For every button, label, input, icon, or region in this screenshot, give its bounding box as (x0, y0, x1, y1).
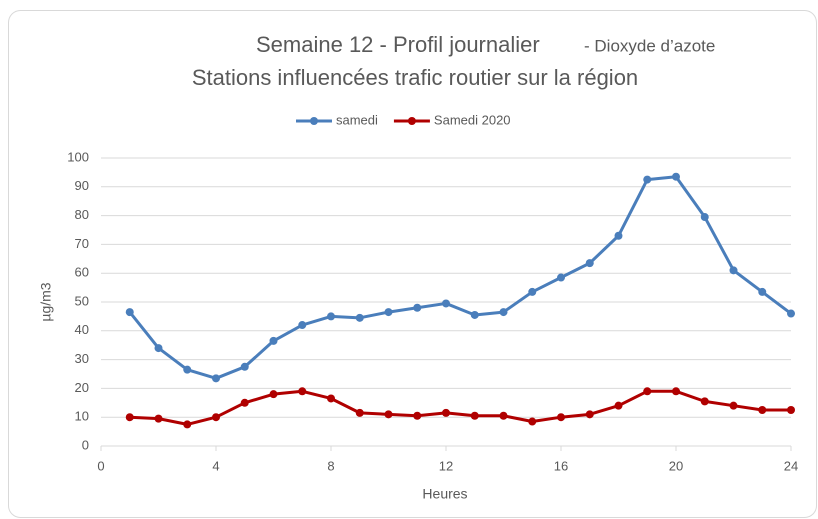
data-point (154, 344, 163, 353)
legend-label: Samedi 2020 (434, 112, 511, 127)
data-point (355, 408, 364, 417)
y-tick-label: 60 (75, 265, 89, 280)
data-point (758, 406, 767, 414)
data-point (413, 411, 422, 420)
data-point (585, 410, 594, 419)
chart-title-suffix: - Dioxyde d’azote (584, 36, 715, 55)
data-point (442, 408, 450, 417)
data-point (585, 259, 594, 268)
data-point (298, 387, 307, 396)
series-line (128, 175, 792, 380)
legend-label: samedi (336, 112, 378, 127)
data-point (327, 312, 335, 321)
y-tick-label: 50 (75, 293, 89, 308)
x-tick-label: 20 (669, 458, 683, 473)
data-point (499, 308, 508, 317)
data-point (672, 387, 680, 396)
data-point (614, 401, 623, 410)
data-point (729, 401, 738, 410)
y-tick-label: 0 (82, 437, 89, 452)
data-point (125, 413, 134, 422)
data-point (154, 414, 163, 423)
data-point (758, 287, 767, 296)
x-axis-label: Heures (422, 486, 467, 502)
x-tick-label: 12 (439, 458, 453, 473)
y-tick-label: 20 (75, 380, 89, 395)
x-tick-label: 0 (97, 458, 104, 473)
data-point (700, 213, 709, 222)
data-point (643, 175, 652, 184)
data-point (240, 362, 249, 371)
data-point (528, 417, 537, 426)
y-tick-label: 40 (75, 322, 89, 337)
data-point (643, 387, 652, 396)
data-point (557, 413, 565, 422)
data-point (787, 406, 795, 414)
data-point (212, 413, 220, 422)
chart-frame (8, 10, 817, 518)
data-point (240, 398, 249, 407)
x-tick-label: 4 (212, 458, 219, 473)
data-point (614, 231, 623, 240)
y-tick-label: 10 (75, 409, 89, 424)
chart-subtitle: Stations influencées trafic routier sur … (192, 65, 638, 90)
y-axis-label: µg/m3 (38, 282, 54, 321)
data-point (384, 308, 393, 317)
data-point (700, 397, 709, 406)
data-point (672, 172, 680, 181)
y-tick-label: 80 (75, 207, 89, 222)
data-point (355, 313, 364, 322)
chart-title: Semaine 12 - Profil journalier (256, 32, 540, 57)
data-point (327, 394, 335, 403)
data-point (269, 390, 278, 399)
data-point (384, 410, 393, 419)
data-point (729, 266, 738, 275)
x-tick-label: 24 (784, 458, 798, 473)
y-tick-label: 90 (75, 178, 89, 193)
data-point (499, 411, 508, 420)
data-point (528, 287, 537, 296)
data-point (212, 374, 220, 383)
data-point (413, 303, 422, 312)
data-point (470, 411, 479, 420)
data-point (557, 273, 565, 282)
data-point (183, 420, 192, 429)
x-tick-label: 8 (327, 458, 334, 473)
y-tick-label: 70 (75, 236, 89, 251)
data-point (442, 299, 450, 308)
x-tick-label: 16 (554, 458, 568, 473)
series-line (129, 389, 791, 426)
data-point (787, 309, 795, 318)
y-tick-label: 100 (67, 149, 89, 164)
legend-marker (407, 117, 416, 125)
data-point (470, 310, 479, 319)
data-point (269, 336, 278, 345)
data-point (298, 321, 307, 330)
data-point (125, 308, 134, 317)
data-point (183, 365, 192, 374)
legend-marker (310, 117, 318, 125)
y-tick-label: 30 (75, 351, 89, 366)
